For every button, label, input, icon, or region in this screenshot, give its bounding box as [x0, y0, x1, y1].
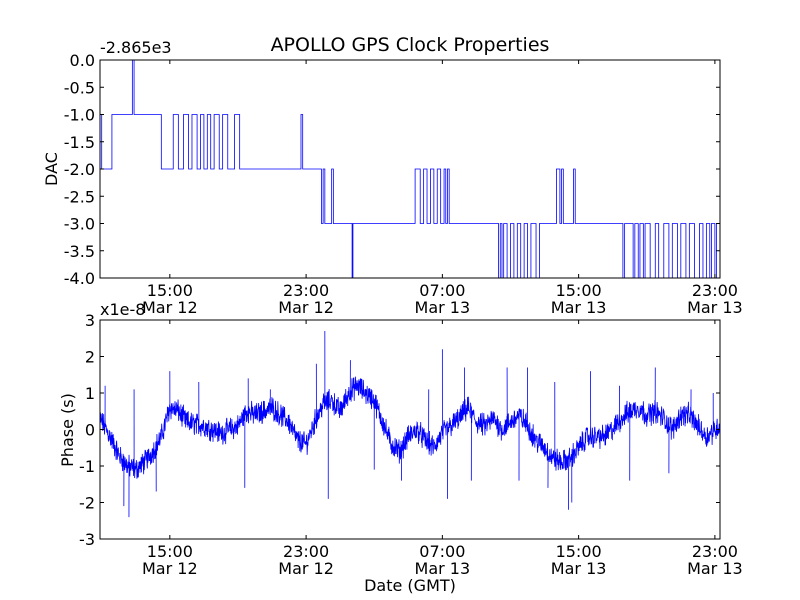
- phase-offset-label: x1e-8: [100, 300, 145, 319]
- phase-x-tick-date: Mar 13: [687, 559, 743, 578]
- phase-y-tick-label: -1: [79, 457, 95, 476]
- phase-y-tick-label: 3: [85, 311, 95, 330]
- dac-x-tick-date: Mar 13: [687, 298, 743, 317]
- dac-y-axis-label: DAC: [42, 152, 61, 186]
- dac-y-tick-label: -0.5: [64, 78, 95, 97]
- phase-y-tick-label: -2: [79, 494, 95, 513]
- phase-y-tick-label: -3: [79, 530, 95, 549]
- phase-y-axis: 3 2 1 0 -1 -2 -3: [79, 311, 720, 549]
- dac-y-tick-label: -1.0: [64, 106, 95, 125]
- dac-y-tick-label: -1.5: [64, 133, 95, 152]
- chart-title: APOLLO GPS Clock Properties: [271, 34, 550, 56]
- phase-x-tick-time: 15:00: [147, 542, 193, 561]
- phase-x-tick-time: 23:00: [692, 542, 738, 561]
- phase-x-tick-time: 07:00: [419, 542, 465, 561]
- phase-y-tick-label: 0: [85, 421, 95, 440]
- phase-series-line: [100, 330, 720, 518]
- dac-x-tick-time: 07:00: [419, 281, 465, 300]
- dac-series-line: [100, 60, 720, 278]
- phase-x-tick-date: Mar 12: [142, 559, 198, 578]
- dac-y-tick-label: -2.5: [64, 187, 95, 206]
- phase-x-tick-time: 23:00: [283, 542, 329, 561]
- phase-x-tick-date: Mar 13: [551, 559, 607, 578]
- dac-x-tick-time: 15:00: [147, 281, 193, 300]
- phase-x-tick-time: 15:00: [556, 542, 602, 561]
- phase-plot-area: [100, 330, 720, 518]
- dac-x-tick-time: 23:00: [283, 281, 329, 300]
- phase-y-axis-label: Phase (s): [58, 393, 77, 467]
- dac-plot-area: [100, 60, 720, 278]
- dac-x-tick-date: Mar 13: [415, 298, 471, 317]
- dac-x-tick-date: Mar 12: [142, 298, 198, 317]
- phase-y-tick-label: 2: [85, 348, 95, 367]
- dac-x-tick-date: Mar 13: [551, 298, 607, 317]
- x-axis-label: Date (GMT): [364, 576, 456, 595]
- phase-x-tick-date: Mar 13: [415, 559, 471, 578]
- dac-x-tick-time: 23:00: [692, 281, 738, 300]
- dac-x-tick-time: 15:00: [556, 281, 602, 300]
- phase-y-tick-label: 1: [85, 384, 95, 403]
- dac-offset-label: -2.865e3: [100, 38, 172, 57]
- phase-x-tick-date: Mar 12: [278, 559, 334, 578]
- dac-x-tick-date: Mar 12: [278, 298, 334, 317]
- dac-y-tick-label: -4.0: [64, 269, 95, 288]
- dac-y-tick-label: -3.5: [64, 242, 95, 261]
- dac-panel: 0.0 -0.5 -1.0 -1.5 -2.0 -2.5 -3.0 -3.5 -4.0 15:0…: [42, 38, 743, 317]
- dac-y-tick-label: -2.0: [64, 160, 95, 179]
- dac-y-axis: 0.0 -0.5 -1.0 -1.5 -2.0 -2.5 -3.0 -3.5 -4.0: [64, 51, 720, 288]
- dac-y-tick-label: 0.0: [70, 51, 95, 70]
- dac-y-tick-label: -3.0: [64, 215, 95, 234]
